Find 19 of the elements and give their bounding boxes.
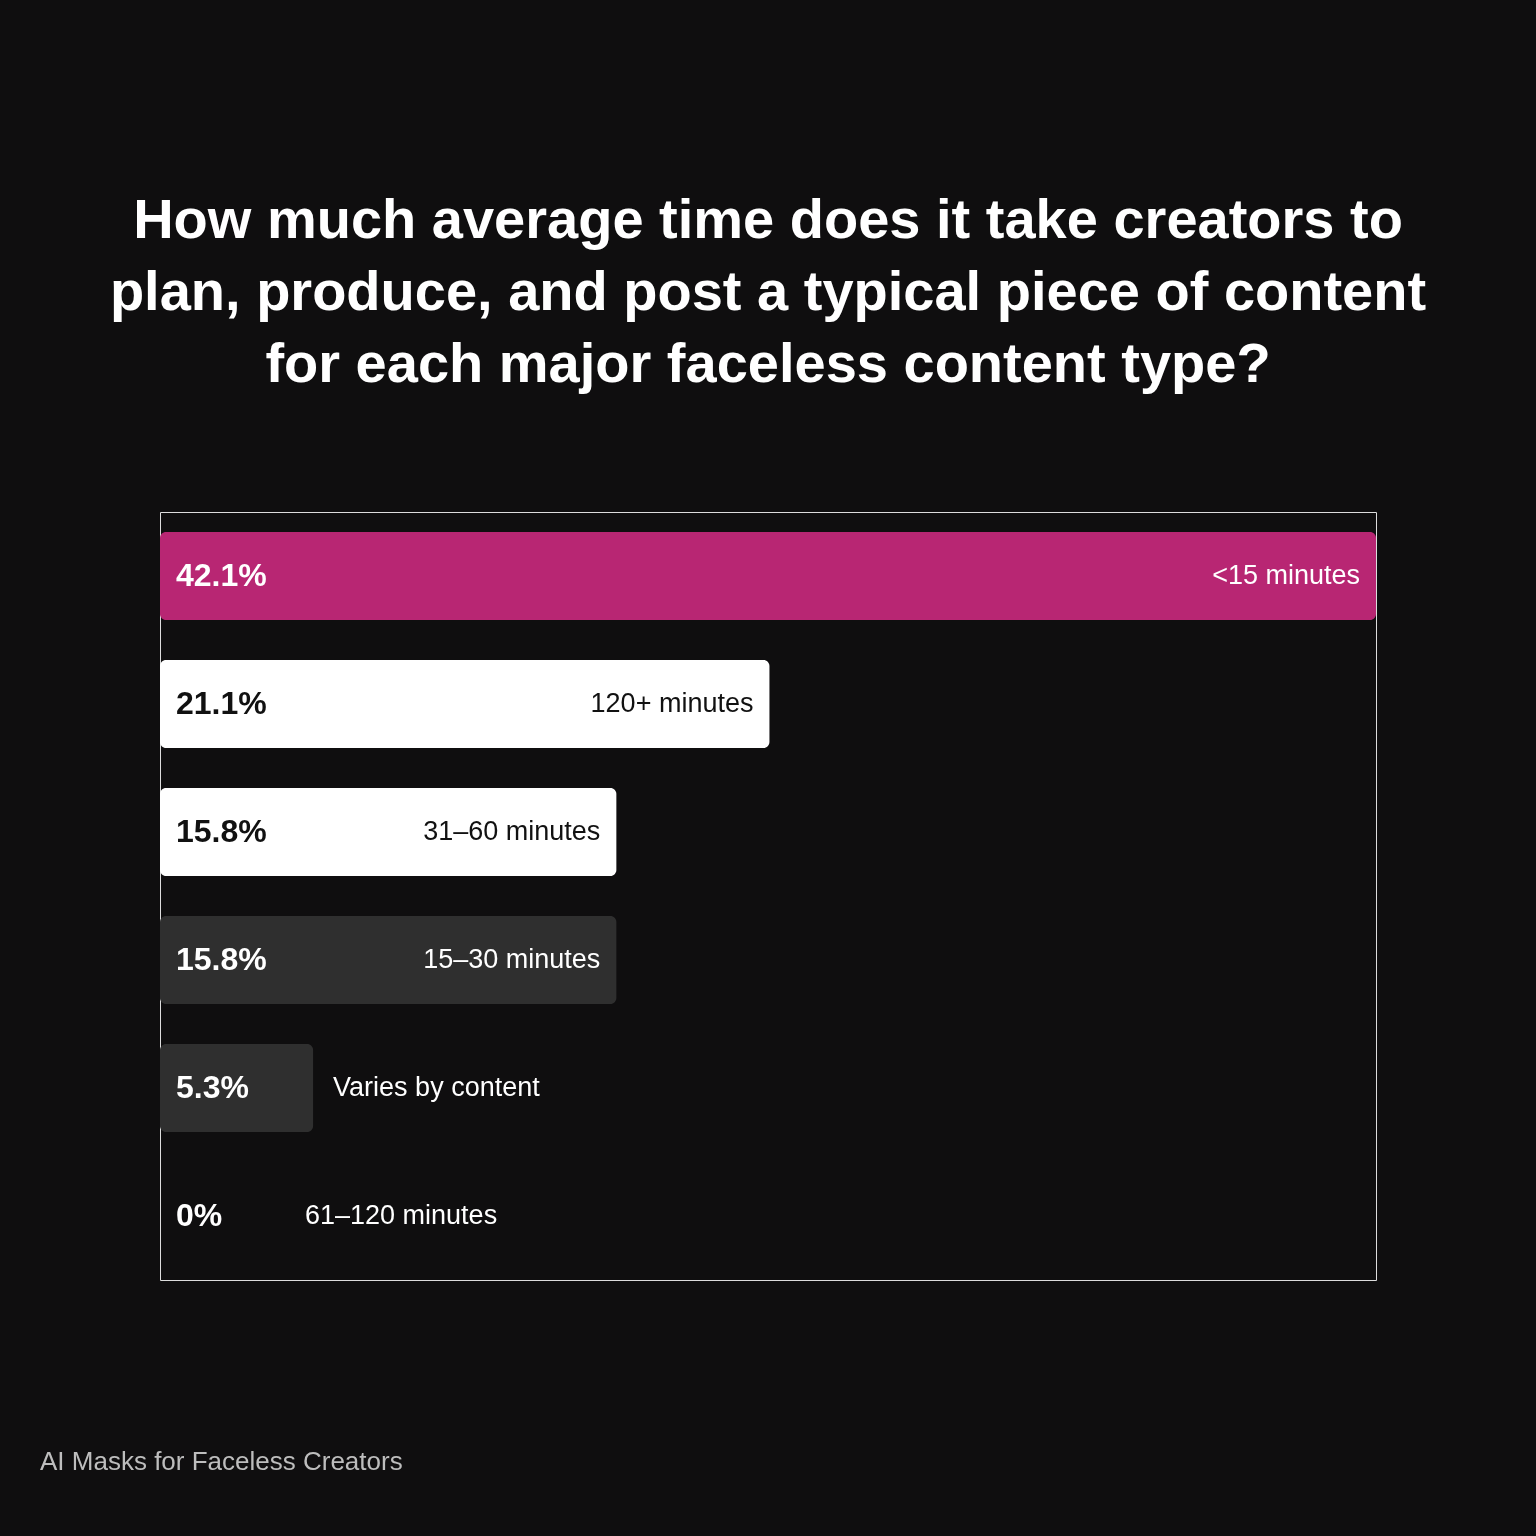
y-tick-label: Varies by content [333, 1072, 541, 1102]
bar [160, 660, 770, 748]
y-tick-label: 31–60 minutes [423, 816, 601, 846]
bar [160, 532, 1376, 620]
data-label: 15.8% [176, 813, 267, 849]
data-label: 21.1% [176, 685, 267, 721]
y-tick-label: <15 minutes [1212, 560, 1360, 590]
y-tick-label: 15–30 minutes [423, 944, 601, 974]
data-label: 42.1% [176, 557, 267, 593]
chart-title: How much average time does it take creators to plan, produce, and post a typical piece of content for each major faceless content type? [109, 187, 1427, 394]
text: AI Masks for Faceless Creators [40, 1446, 403, 1476]
data-label: 5.3% [176, 1069, 249, 1105]
bar [160, 788, 617, 876]
data-label: 0% [176, 1197, 223, 1233]
y-tick-label: 61–120 minutes [305, 1200, 498, 1230]
data-label: 15.8% [176, 941, 267, 977]
bar [160, 1044, 314, 1132]
bar [160, 916, 617, 1004]
y-tick-label: 120+ minutes [590, 688, 754, 718]
